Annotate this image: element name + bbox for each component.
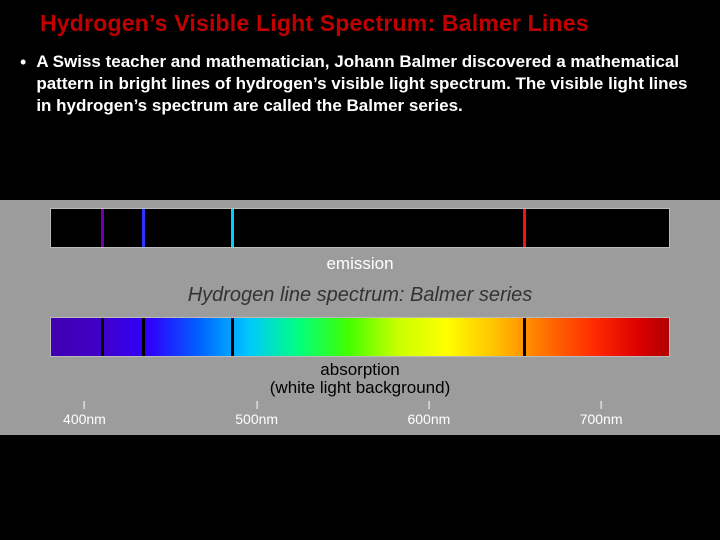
absorption-line: [523, 318, 526, 356]
slide-title: Hydrogen’s Visible Light Spectrum: Balme…: [0, 0, 720, 47]
absorption-strip: [50, 317, 670, 357]
diagram-main-caption: Hydrogen line spectrum: Balmer series: [10, 284, 710, 307]
emission-line: [101, 209, 104, 247]
bullet-marker: •: [20, 51, 36, 117]
emission-caption: emission: [10, 254, 710, 274]
wavelength-axis: 400nm 500nm 600nm 700nm: [50, 401, 670, 429]
spectrum-diagram: emission Hydrogen line spectrum: Balmer …: [0, 200, 720, 435]
emission-strip-wrap: [50, 208, 670, 248]
absorption-line: [142, 318, 145, 356]
absorption-line: [231, 318, 234, 356]
emission-line: [231, 209, 234, 247]
absorption-caption-line2: (white light background): [10, 379, 710, 397]
emission-line: [142, 209, 145, 247]
axis-tick: 600nm: [407, 401, 450, 427]
bullet-text: A Swiss teacher and mathematician, Johan…: [36, 51, 690, 117]
axis-tick: 700nm: [580, 401, 623, 427]
absorption-line: [101, 318, 104, 356]
emission-line: [523, 209, 526, 247]
absorption-strip-wrap: [50, 317, 670, 357]
absorption-caption: absorption (white light background): [10, 361, 710, 397]
emission-strip: [50, 208, 670, 248]
bullet-item: • A Swiss teacher and mathematician, Joh…: [0, 47, 720, 117]
slide: Hydrogen’s Visible Light Spectrum: Balme…: [0, 0, 720, 540]
absorption-caption-line1: absorption: [10, 361, 710, 379]
axis-tick: 500nm: [235, 401, 278, 427]
axis-tick: 400nm: [63, 401, 106, 427]
